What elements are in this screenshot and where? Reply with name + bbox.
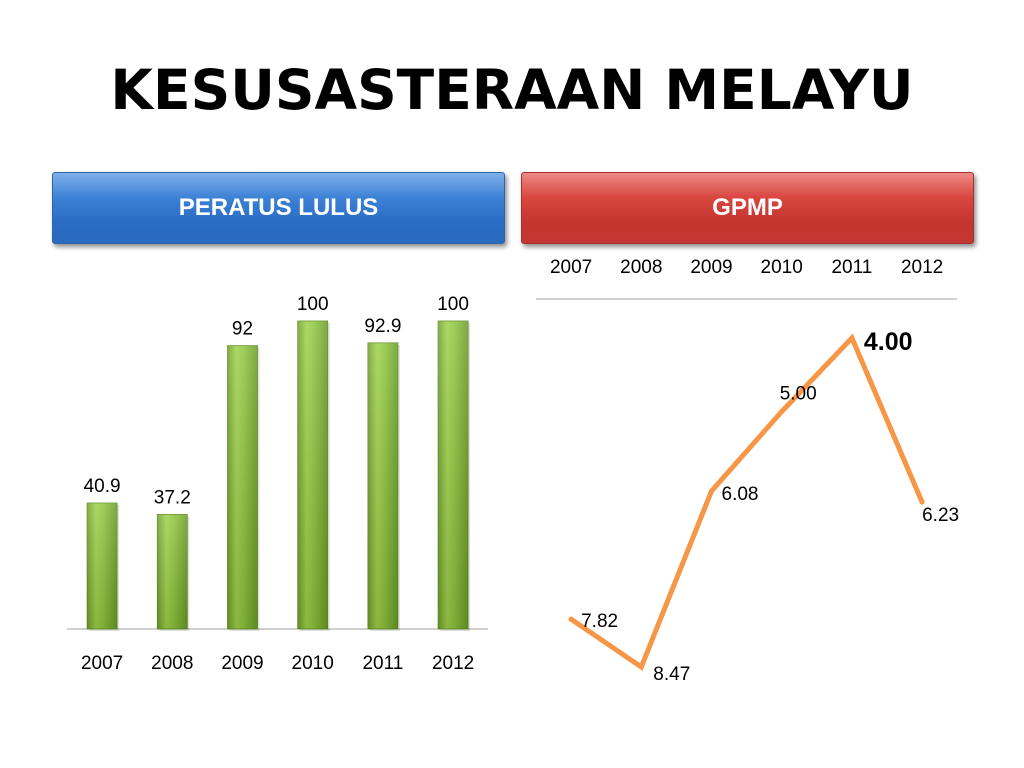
gpmp-series-line (568, 333, 925, 671)
line-point (779, 409, 785, 415)
peratus-lulus-header: PERATUS LULUS (52, 172, 505, 244)
bar-data-label: 100 (297, 294, 329, 315)
line-point (919, 499, 925, 505)
bar-shade (157, 514, 188, 629)
bar-data-label: 37.2 (154, 487, 191, 508)
line-tick-label: 2007 (550, 257, 592, 278)
line-data-label: 5.00 (780, 384, 817, 405)
bar-shade (87, 503, 118, 629)
bar-data-label: 92.9 (364, 316, 401, 337)
line-data-label: 6.23 (922, 505, 959, 526)
peratus-lulus-header-label: PERATUS LULUS (178, 194, 379, 221)
line-tick-label: 2011 (831, 257, 872, 278)
gpmp-header: GPMP (521, 172, 974, 244)
bar-data-label: 100 (437, 294, 469, 315)
bar-tick-label: 2011 (362, 653, 403, 674)
line-tick-label: 2008 (620, 257, 662, 278)
bar-tick-label: 2008 (151, 653, 193, 674)
slide-title: KESUSASTERAAN MELAYU (110, 58, 914, 122)
line-tick-label: 2009 (690, 257, 732, 278)
bar-tick-label: 2007 (81, 653, 123, 674)
peratus-lulus-bar-chart: 40.9 2007 37.2 2008 92 2009 100 2010 92.9 2011 100… (67, 294, 488, 674)
bar-tick-label: 2009 (221, 653, 263, 674)
line-data-label: 7.82 (581, 611, 618, 632)
line-tick-label: 2010 (761, 257, 803, 278)
bar-tick-label: 2012 (432, 653, 474, 674)
line-data-label: 6.08 (722, 484, 759, 505)
bar-shade (438, 321, 469, 629)
gpmp-header-label: GPMP (712, 194, 783, 221)
bar-data-label: 92 (232, 319, 253, 340)
line-data-label: 8.47 (653, 664, 690, 685)
gpmp-line-chart: 2007 2008 2009 2010 2011 2012 7.82 8.47 6.08 5.00… (536, 257, 959, 685)
line-point (638, 664, 644, 670)
line-point (709, 488, 714, 494)
bar-data-label: 40.9 (84, 476, 121, 497)
bar-shade (367, 342, 398, 629)
bar-shade (227, 345, 258, 629)
line-tick-label: 2012 (901, 257, 943, 278)
line-data-label: 4.00 (864, 328, 913, 356)
bar-tick-label: 2010 (292, 653, 334, 674)
line-point (568, 616, 574, 622)
bar-shade (297, 321, 328, 629)
line-point (849, 335, 855, 341)
